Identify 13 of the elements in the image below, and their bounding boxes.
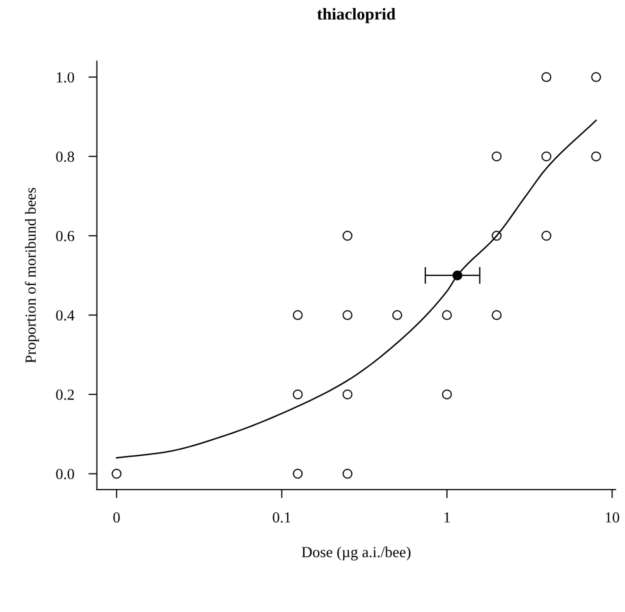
y-tick-label: 0.4: [56, 310, 74, 321]
y-tick-label: 1.0: [56, 72, 74, 83]
y-tick-label: 0.6: [56, 230, 74, 242]
y-axis-title: Proportion of moribund bees: [24, 188, 39, 364]
x-tick-label: 1: [444, 512, 450, 522]
y-tick-label: 0.0: [56, 468, 74, 480]
x-tick-label: 0: [113, 512, 120, 523]
x-tick-label: 10: [606, 512, 620, 523]
x-tick-label: 0.1: [272, 512, 290, 523]
y-tick-label: 0.8: [56, 152, 74, 162]
y-tick-label: 0.2: [56, 390, 74, 400]
chart-title: thiacloprid: [317, 8, 396, 24]
x-axis-title: Dose (µg a.i./bee): [302, 546, 410, 560]
